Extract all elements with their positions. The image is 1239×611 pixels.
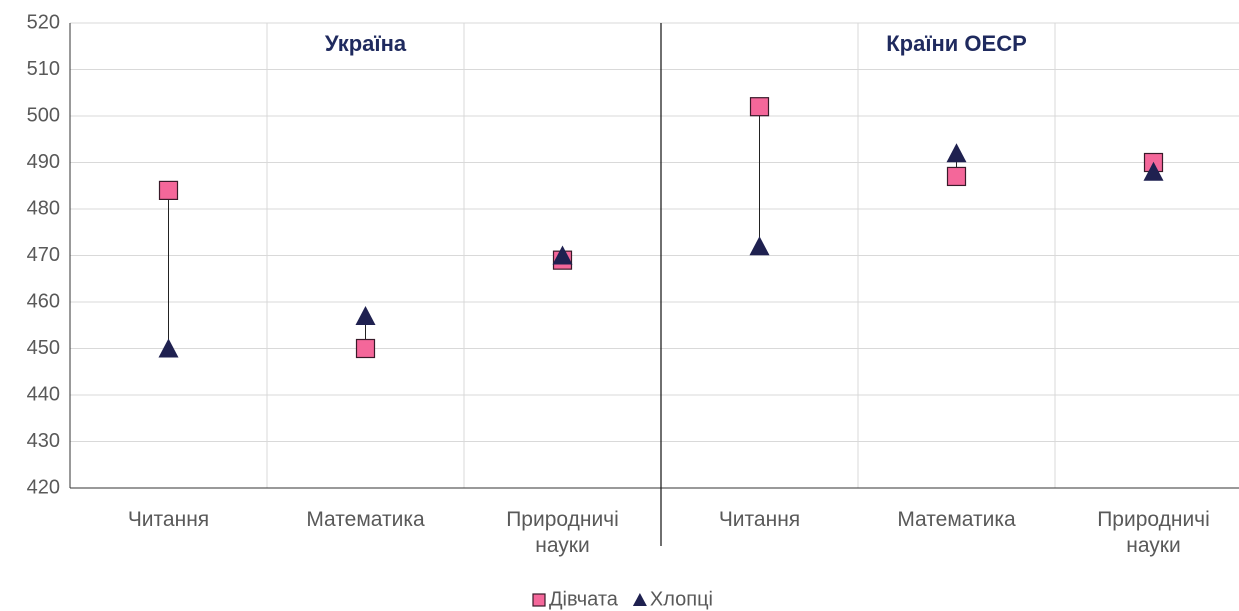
y-tick-label: 520 bbox=[27, 11, 60, 33]
legend-marker bbox=[632, 593, 647, 606]
marker-square bbox=[946, 166, 967, 187]
x-tick-label: Природничі науки bbox=[1097, 508, 1210, 557]
x-tick-label: Читання bbox=[127, 508, 210, 531]
y-tick-label: 420 bbox=[27, 476, 60, 498]
x-tick-label: Математика bbox=[306, 508, 425, 531]
group-label: Країни ОЕСР bbox=[886, 31, 1027, 56]
marker-triangle bbox=[158, 338, 179, 358]
legend-marker bbox=[532, 593, 546, 607]
marker-triangle bbox=[1143, 161, 1164, 181]
x-tick-label: Математика bbox=[897, 508, 1016, 531]
marker-triangle bbox=[552, 245, 573, 265]
y-tick-label: 450 bbox=[27, 337, 60, 359]
marker-triangle bbox=[946, 143, 967, 163]
marker-triangle bbox=[749, 236, 770, 256]
x-tick-label: Природничі науки bbox=[506, 508, 619, 557]
x-tick-label: Читання bbox=[718, 508, 801, 531]
y-tick-label: 480 bbox=[27, 197, 60, 219]
marker-square bbox=[749, 97, 770, 117]
y-tick-label: 460 bbox=[27, 290, 60, 312]
y-tick-label: 470 bbox=[27, 244, 60, 266]
legend-label: Дівчата bbox=[549, 588, 619, 610]
y-tick-label: 500 bbox=[27, 104, 60, 126]
marker-square bbox=[355, 338, 376, 359]
y-tick-label: 430 bbox=[27, 430, 60, 452]
group-label: Україна bbox=[325, 31, 407, 56]
marker-square bbox=[158, 180, 179, 200]
y-tick-label: 490 bbox=[27, 151, 60, 173]
legend-label: Хлопці bbox=[650, 588, 713, 610]
y-tick-label: 440 bbox=[27, 383, 60, 405]
marker-triangle bbox=[355, 305, 376, 325]
y-tick-label: 510 bbox=[27, 58, 60, 80]
